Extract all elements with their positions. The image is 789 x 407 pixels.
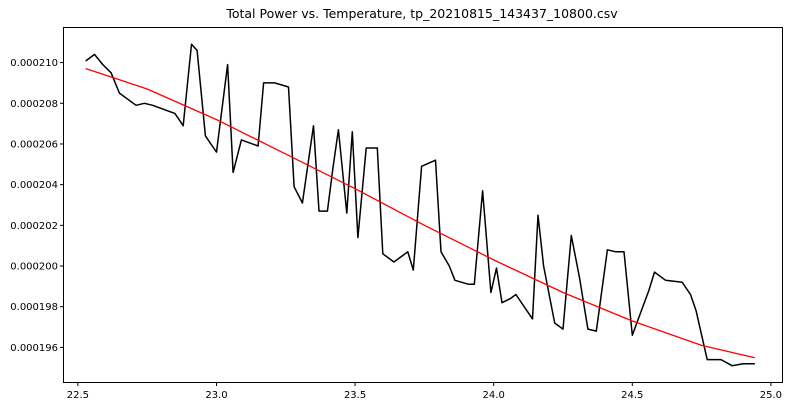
y-tick-label: 0.000204 bbox=[10, 180, 58, 191]
y-tick-label: 0.000200 bbox=[10, 262, 58, 273]
series-line-fit bbox=[85, 68, 755, 359]
y-tick-label: 0.000208 bbox=[10, 99, 58, 110]
x-tick-label: 23.0 bbox=[205, 390, 227, 401]
x-tick-label: 23.5 bbox=[344, 390, 366, 401]
series-line-total-power bbox=[85, 43, 756, 367]
series-layer bbox=[85, 43, 756, 367]
x-tick-label: 25.0 bbox=[760, 390, 782, 401]
y-tick-label: 0.000196 bbox=[10, 343, 58, 354]
x-tick-label: 24.0 bbox=[483, 390, 505, 401]
y-tick-label: 0.000202 bbox=[10, 221, 58, 232]
plot-area bbox=[63, 27, 783, 383]
y-tick-label: 0.000210 bbox=[10, 58, 58, 69]
y-tick-label: 0.000198 bbox=[10, 302, 58, 313]
x-tick-label: 22.5 bbox=[67, 390, 89, 401]
x-tick-label: 24.5 bbox=[621, 390, 643, 401]
y-tick-label: 0.000206 bbox=[10, 139, 58, 150]
chart-title: Total Power vs. Temperature, tp_20210815… bbox=[225, 6, 618, 21]
y-axis: 0.000196 0.000198 0.000200 0.000202 0.000204… bbox=[10, 58, 64, 354]
x-axis: 22.5 23.0 23.5 24.0 24.5 25.0 bbox=[67, 382, 782, 401]
